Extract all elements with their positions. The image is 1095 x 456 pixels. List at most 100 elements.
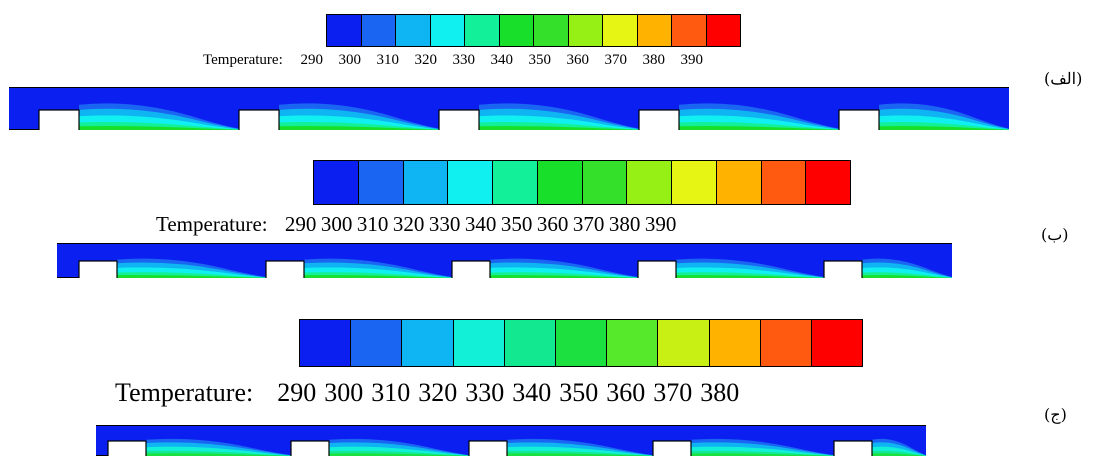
tick-label: 310 <box>371 378 411 407</box>
legend-title: Temperature: <box>115 378 254 407</box>
legend-title: Temperature: <box>203 52 283 68</box>
legend-row: Temperature: 290 300 310 320 330 340 350 360 370… <box>203 52 711 69</box>
rib-block <box>438 109 480 130</box>
rib-block <box>833 440 873 456</box>
contour-plot <box>96 425 926 456</box>
tick-label: 370 <box>572 212 605 236</box>
colorbar-swatch <box>806 161 850 204</box>
tick-labels: 290 300 310 320 330 340 350 360 370 380 <box>273 378 743 408</box>
temperature-band <box>676 275 824 278</box>
colorbar-swatch <box>637 15 672 46</box>
tick-label: 390 <box>680 52 704 68</box>
colorbar-swatch <box>361 15 396 46</box>
colorbar-swatch <box>351 320 403 366</box>
tick-label: 330 <box>452 52 476 68</box>
rib-block <box>451 260 491 278</box>
rib-block <box>652 440 692 456</box>
rib-block <box>823 260 863 278</box>
temperature-band <box>862 275 952 278</box>
tick-label: 290 <box>300 52 324 68</box>
colorbar-swatch <box>555 320 608 366</box>
temperature-band <box>304 275 452 278</box>
colorbar-swatch <box>465 15 500 46</box>
tick-label: 320 <box>392 212 425 236</box>
tick-label: 330 <box>465 378 505 407</box>
tick-label: 350 <box>500 212 533 236</box>
legend-title: Temperature: <box>156 212 268 236</box>
colorbar-swatch <box>582 161 628 204</box>
tick-label: 340 <box>490 52 514 68</box>
temperature-band <box>117 275 266 278</box>
tick-label: 320 <box>418 378 458 407</box>
colorbar-swatch <box>658 320 710 366</box>
panel-label: (الف) <box>1044 69 1083 88</box>
colorbar-swatch <box>504 320 556 366</box>
colorbar-swatch <box>499 15 534 46</box>
tick-label: 380 <box>608 212 641 236</box>
colorbar-swatch <box>760 320 812 366</box>
colorbar-swatch <box>761 161 807 204</box>
temperature-band <box>479 126 639 130</box>
rib-block <box>638 109 680 130</box>
colorbar-swatch <box>706 15 740 46</box>
colorbar-swatch <box>396 15 431 46</box>
colorbar <box>313 160 851 205</box>
temperature-field <box>96 425 926 456</box>
temperature-field <box>9 87 1009 130</box>
tick-labels: 290 300 310 320 330 340 350 360 370 380 390 <box>283 212 679 237</box>
rib-block <box>78 260 118 278</box>
panel-label: (ج) <box>1044 405 1067 424</box>
tick-label: 300 <box>338 52 362 68</box>
tick-label: 380 <box>642 52 666 68</box>
colorbar-swatch <box>607 320 659 366</box>
colorbar-swatch <box>672 15 707 46</box>
panel-label: (ب) <box>1041 225 1069 244</box>
colorbar-swatch <box>568 15 603 46</box>
rib-block <box>107 440 147 456</box>
temperature-band <box>279 126 439 130</box>
tick-label: 300 <box>324 378 364 407</box>
legend-row: Temperature: 290 300 310 320 330 340 350 360 370… <box>115 378 743 408</box>
temperature-band <box>879 126 1009 130</box>
tick-label: 360 <box>536 212 569 236</box>
tick-label: 380 <box>700 378 740 407</box>
colorbar-swatch <box>627 161 672 204</box>
rib-block <box>238 109 280 130</box>
colorbar-swatch <box>402 320 454 366</box>
colorbar-swatch <box>403 161 449 204</box>
tick-label: 310 <box>356 212 389 236</box>
rib-block <box>468 440 508 456</box>
tick-label: 340 <box>512 378 552 407</box>
tick-label: 360 <box>566 52 590 68</box>
temperature-band <box>79 126 239 130</box>
tick-label: 360 <box>606 378 646 407</box>
colorbar-swatch <box>300 320 352 366</box>
temperature-band <box>146 453 291 456</box>
colorbar-swatch <box>537 161 583 204</box>
temperature-band <box>490 275 638 278</box>
temperature-band <box>691 453 834 456</box>
tick-label: 340 <box>464 212 497 236</box>
tick-label: 310 <box>376 52 400 68</box>
colorbar <box>299 319 863 367</box>
tick-label: 390 <box>644 212 677 236</box>
tick-label: 350 <box>528 52 552 68</box>
colorbar-swatch <box>709 320 761 366</box>
rib-block <box>38 109 80 130</box>
tick-label: 290 <box>277 378 317 407</box>
colorbar-swatch <box>358 161 404 204</box>
colorbar-swatch <box>603 15 638 46</box>
colorbar-swatch <box>672 161 717 204</box>
tick-label: 370 <box>604 52 628 68</box>
colorbar-swatch <box>534 15 569 46</box>
tick-label: 320 <box>414 52 438 68</box>
colorbar-swatch <box>314 161 359 204</box>
colorbar-swatch <box>448 161 493 204</box>
rib-block <box>838 109 880 130</box>
temperature-band <box>679 126 839 130</box>
tick-label: 300 <box>320 212 353 236</box>
legend-row: Temperature: 290 300 310 320 330 340 350 360 370… <box>156 212 679 237</box>
colorbar-swatch <box>811 320 863 366</box>
rib-block <box>637 260 677 278</box>
contour-plot <box>9 87 1009 130</box>
